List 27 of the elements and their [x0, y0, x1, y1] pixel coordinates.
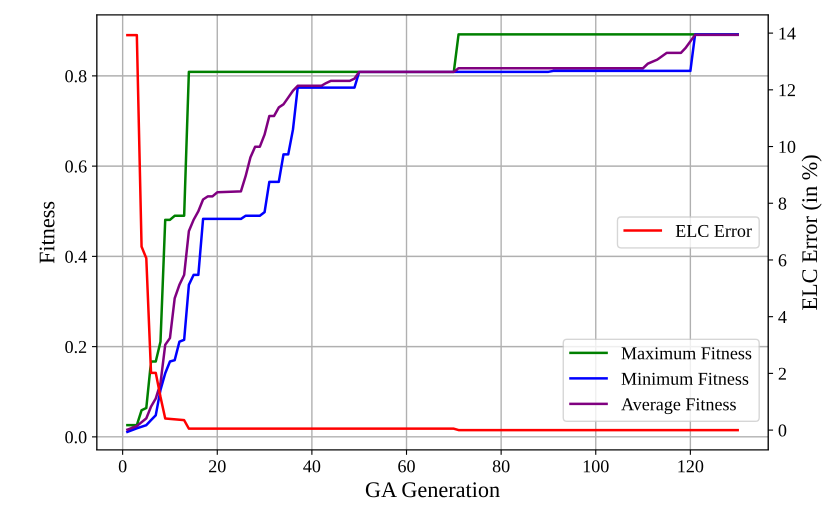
x-tick-label: 40	[303, 460, 320, 472]
y-tick-label: 0.2	[65, 340, 86, 354]
x-tick-label: 0	[118, 460, 126, 472]
y2-tick-label: 6	[778, 254, 786, 266]
legend-label: Minimum Fitness	[622, 372, 748, 385]
y2-tick-label: 0	[778, 424, 786, 437]
y-tick-label: 0.0	[65, 431, 86, 444]
legend-label: Maximum Fitness	[622, 347, 752, 360]
y2-tick-label: 4	[778, 311, 787, 323]
y2-tick-label: 2	[778, 368, 786, 380]
legend-label: ELC Error	[676, 224, 752, 238]
x-tick-label: 20	[209, 460, 226, 472]
legend-label: Average Fitness	[621, 398, 736, 414]
y2-tick-label: 14	[780, 27, 796, 40]
y-tick-label: 0.8	[65, 70, 86, 82]
y2-axis-title: ELC Error (in %)	[802, 155, 822, 310]
y-tick-label: 0.4	[65, 250, 87, 263]
y2-tick-label: 12	[780, 84, 795, 96]
x-tick-label: 60	[398, 460, 415, 472]
y2-tick-label: 10	[780, 140, 796, 153]
y2-tick-label: 8	[778, 198, 786, 210]
x-tick-label: 120	[678, 460, 704, 472]
x-tick-label: 100	[584, 460, 609, 472]
x-tick-label: 80	[492, 460, 510, 472]
y-axis-title: Fitness	[40, 202, 54, 264]
y-tick-label: 0.6	[65, 160, 87, 173]
x-axis-title: GA Generation	[366, 482, 500, 498]
